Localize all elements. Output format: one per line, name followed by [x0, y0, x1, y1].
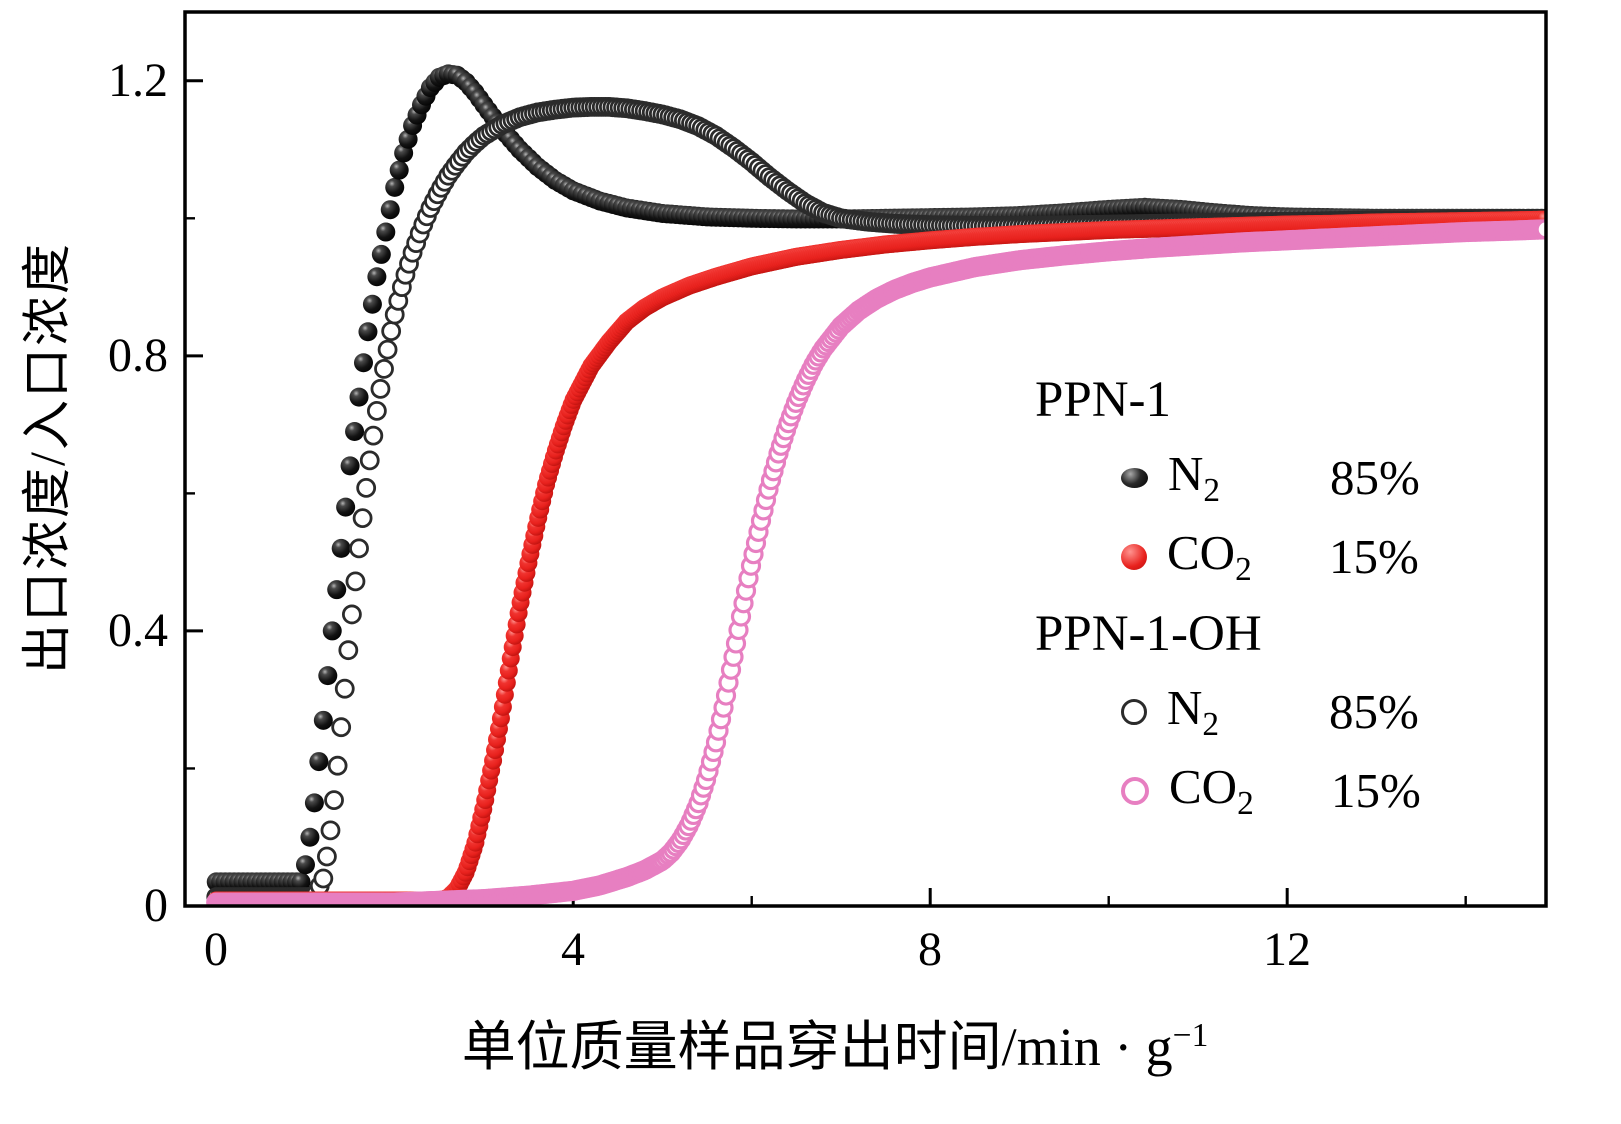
legend-percent-label: 85% — [1330, 450, 1420, 505]
legend-group-title-ppn1: PPN-1 — [1035, 372, 1172, 428]
legend-percent-label: 15% — [1329, 529, 1419, 584]
y-tick-label-3: 1.2 — [108, 54, 168, 107]
x-tick-label-3: 12 — [1263, 923, 1311, 976]
series-PPN-1-OH-CO2 — [206, 219, 1546, 906]
black-filled-marker-icon — [1121, 467, 1148, 488]
legend-group-title-ppn1oh: PPN-1-OH — [1035, 606, 1262, 662]
x-axis-label-text: 单位质量样品穿出时间/min · g — [461, 1017, 1173, 1077]
legend-item-ppn1-n2: N2 85% — [1121, 438, 1505, 517]
y-tick-label-0: 0 — [144, 879, 168, 932]
legend-gas-label: CO2 — [1169, 759, 1254, 822]
y-axis-label: 出口浓度/入口浓度 — [19, 242, 75, 674]
legend-item-ppn1oh-n2: N2 85% — [1121, 672, 1505, 751]
x-tick-label-1: 4 — [561, 923, 585, 976]
x-axis-label-exponent: −1 — [1172, 1017, 1209, 1054]
legend-percent-label: 85% — [1329, 684, 1419, 739]
legend-gas-label: CO2 — [1167, 525, 1252, 588]
legend: PPN-1 N2 85% CO2 15% PPN-1-OH N2 85% CO2… — [1035, 362, 1505, 830]
y-tick-label-1: 0.4 — [108, 604, 168, 657]
legend-item-ppn1oh-co2: CO2 15% — [1121, 751, 1505, 830]
legend-item-ppn1-co2: CO2 15% — [1121, 517, 1505, 596]
y-tick-label-2: 0.8 — [108, 329, 168, 382]
x-axis-label: 单位质量样品穿出时间/min · g−1 — [330, 1000, 1340, 1077]
red-filled-marker-icon — [1121, 543, 1147, 570]
legend-gas-label: N2 — [1168, 446, 1221, 509]
legend-gas-label: N2 — [1167, 680, 1220, 743]
x-tick-label-0: 0 — [204, 923, 228, 976]
x-tick-label-2: 8 — [918, 923, 942, 976]
legend-percent-label: 15% — [1331, 763, 1421, 818]
dark-open-marker-icon — [1121, 698, 1147, 725]
pink-open-marker-icon — [1121, 776, 1149, 805]
